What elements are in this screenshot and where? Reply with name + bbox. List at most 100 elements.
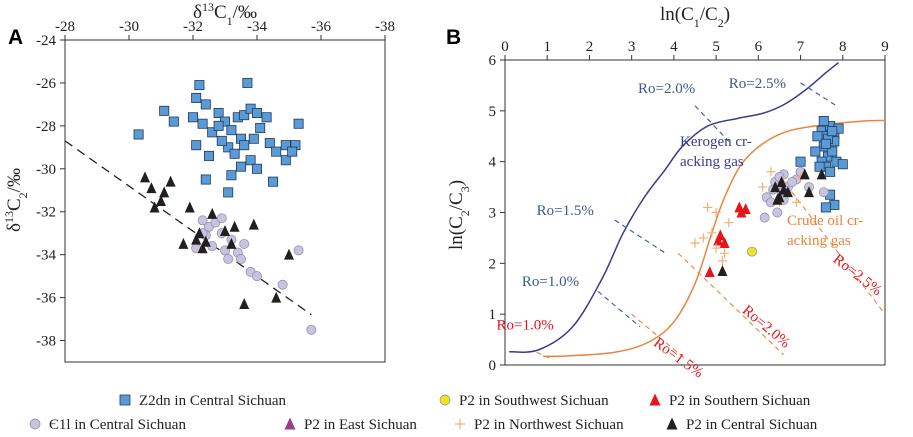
panel-a-data-point bbox=[239, 140, 250, 151]
panel-a-data-point bbox=[216, 213, 227, 224]
kerogen-ro-label: Ro=1.5% bbox=[537, 203, 594, 219]
panel-b-data-point bbox=[829, 199, 840, 210]
panel-a-data-point bbox=[236, 254, 246, 264]
panel-b-data-point bbox=[736, 206, 747, 218]
kerogen-ro-line bbox=[597, 290, 641, 328]
panel-a-data-point bbox=[261, 112, 272, 123]
panel-b-x-tick-label: 9 bbox=[881, 39, 889, 55]
panel-b-x-axis-title: ln(C1/C2) bbox=[660, 4, 730, 30]
panel-a-data-point bbox=[306, 324, 317, 335]
panel-a-data-point bbox=[239, 238, 250, 249]
panel-b-data-point bbox=[770, 181, 781, 193]
panel-b-x-tick-label: 3 bbox=[628, 39, 636, 55]
panel-b-data-point bbox=[814, 161, 825, 172]
panel-a-data-point bbox=[229, 220, 240, 232]
panel-a-data-point bbox=[267, 176, 278, 187]
legend: Z2dn in Central Sichuan P2 in Southwest S… bbox=[29, 393, 818, 433]
panel-a-data-point bbox=[287, 146, 298, 157]
crude-oil-ro-line bbox=[631, 313, 687, 361]
panel-a-data-point bbox=[242, 77, 253, 88]
panel-a-data-point bbox=[191, 92, 202, 103]
panel-b-x-tick-label: 4 bbox=[670, 39, 678, 55]
panel-b-x-tick-label: 8 bbox=[839, 39, 847, 55]
panel-b-y-tick-label: 3 bbox=[489, 206, 497, 222]
kerogen-cracking-curve bbox=[509, 61, 840, 353]
panel-a-data-point bbox=[207, 207, 218, 219]
legend-label: P2 in East Sichuan bbox=[304, 417, 417, 433]
crude-oil-ro-label: Ro=2.5% bbox=[830, 251, 885, 299]
panel-b-data-point bbox=[825, 166, 836, 177]
kerogen-label-line2: acking gas bbox=[680, 154, 744, 170]
panel-a-y-tick-label: -32 bbox=[36, 205, 56, 221]
panel-a-y-tick-label: -26 bbox=[36, 76, 56, 92]
crude-oil-cracking-curve bbox=[542, 119, 886, 358]
panel-b-data-point bbox=[787, 177, 798, 187]
panel-a-y-tick-label: -28 bbox=[36, 119, 56, 135]
panel-a-data-point bbox=[293, 118, 304, 129]
kerogen-ro-line bbox=[800, 82, 837, 107]
panel-a-data-point bbox=[187, 112, 198, 123]
panel-b-data-point bbox=[799, 168, 810, 180]
panel-a-data-point bbox=[146, 182, 157, 194]
panel-b-data-point bbox=[711, 243, 721, 253]
panel-b-data-point bbox=[698, 233, 709, 243]
panel-a-data-point bbox=[223, 254, 234, 264]
panel-a-data-point bbox=[226, 237, 237, 249]
panel-a-data-point bbox=[251, 163, 262, 174]
panel-a-data-point bbox=[248, 133, 259, 144]
panel-a-data-point bbox=[133, 129, 144, 140]
panel-b-data-point bbox=[776, 176, 787, 187]
kerogen-ro-label: Ro=2.0% bbox=[638, 81, 695, 97]
panel-b-data-point bbox=[827, 146, 838, 157]
legend-label: Є1l in Central Sichuan bbox=[49, 417, 186, 433]
panel-b-data-point bbox=[757, 182, 768, 192]
panel-b-data-point bbox=[837, 159, 848, 170]
panel-a-data-point bbox=[191, 233, 202, 245]
panel-a-data-point bbox=[264, 138, 275, 149]
panel-a-data-point bbox=[197, 215, 208, 226]
kerogen-label-line1: Kerogen cr- bbox=[680, 134, 752, 150]
panel-a-plot-frame bbox=[64, 39, 386, 363]
panel-b-data-point bbox=[772, 193, 783, 205]
panel-a-y-axis-title: δ13C2/‰ bbox=[2, 168, 30, 232]
legend-label: P2 in Northwest Sichuan bbox=[474, 417, 624, 433]
panel-b-y-tick-label: 1 bbox=[489, 307, 497, 323]
panel-b-data-point bbox=[820, 202, 831, 213]
panel-b-data-point bbox=[795, 156, 806, 167]
panel-a-x-tick-label: -28 bbox=[55, 19, 75, 35]
panel-a-data-point bbox=[213, 107, 224, 118]
panel-a-data-point bbox=[248, 218, 259, 230]
panel-a-data-point bbox=[229, 148, 240, 159]
panel-a-data-point bbox=[197, 242, 208, 254]
panel-b-chart: 0 1 2 3 4 5 6 7 8 9 0 1 2 3 4 5 6 Ro=2.0% Ro=2.5% Ro=1.5% R… bbox=[446, 4, 889, 382]
panel-a-data-point bbox=[207, 127, 218, 138]
legend-marker bbox=[649, 393, 661, 406]
legend-marker bbox=[439, 394, 451, 406]
panel-a-y-tick-label: -30 bbox=[36, 162, 56, 178]
panel-b-data-point bbox=[816, 168, 827, 180]
panel-a-chart: -28 -30 -32 -34 -36 -38 -24 -26 -28 -30 -32 -34 -36 -… bbox=[2, 0, 395, 363]
panel-b-x-tick-label: 0 bbox=[501, 39, 509, 55]
panel-a-data-point bbox=[235, 161, 246, 172]
panel-b-data-point bbox=[724, 218, 734, 228]
panel-a-data-point bbox=[168, 116, 179, 127]
panel-a-x-tick-label: -34 bbox=[247, 19, 267, 35]
panel-b-y-tick-label: 2 bbox=[489, 256, 497, 272]
panel-a-data-point bbox=[156, 195, 166, 206]
legend-label: Z2dn in Central Sichuan bbox=[139, 393, 287, 409]
panel-b-data-point bbox=[719, 237, 730, 248]
panel-a-data-point bbox=[191, 140, 202, 151]
panel-a-data-point bbox=[159, 186, 170, 198]
panel-a-data-point bbox=[239, 110, 250, 121]
panel-a-y-tick-label: -38 bbox=[36, 334, 56, 350]
panel-a-data-point bbox=[280, 155, 291, 166]
panel-b-data-point bbox=[719, 248, 730, 258]
panel-a-data-point bbox=[216, 135, 227, 146]
panel-b-data-point bbox=[707, 228, 717, 238]
panel-b-data-point bbox=[820, 138, 831, 149]
panel-b-curves bbox=[509, 61, 886, 358]
panel-a-data-point bbox=[226, 170, 237, 181]
panel-b-data-point bbox=[827, 126, 838, 137]
panel-b-points bbox=[690, 116, 848, 277]
